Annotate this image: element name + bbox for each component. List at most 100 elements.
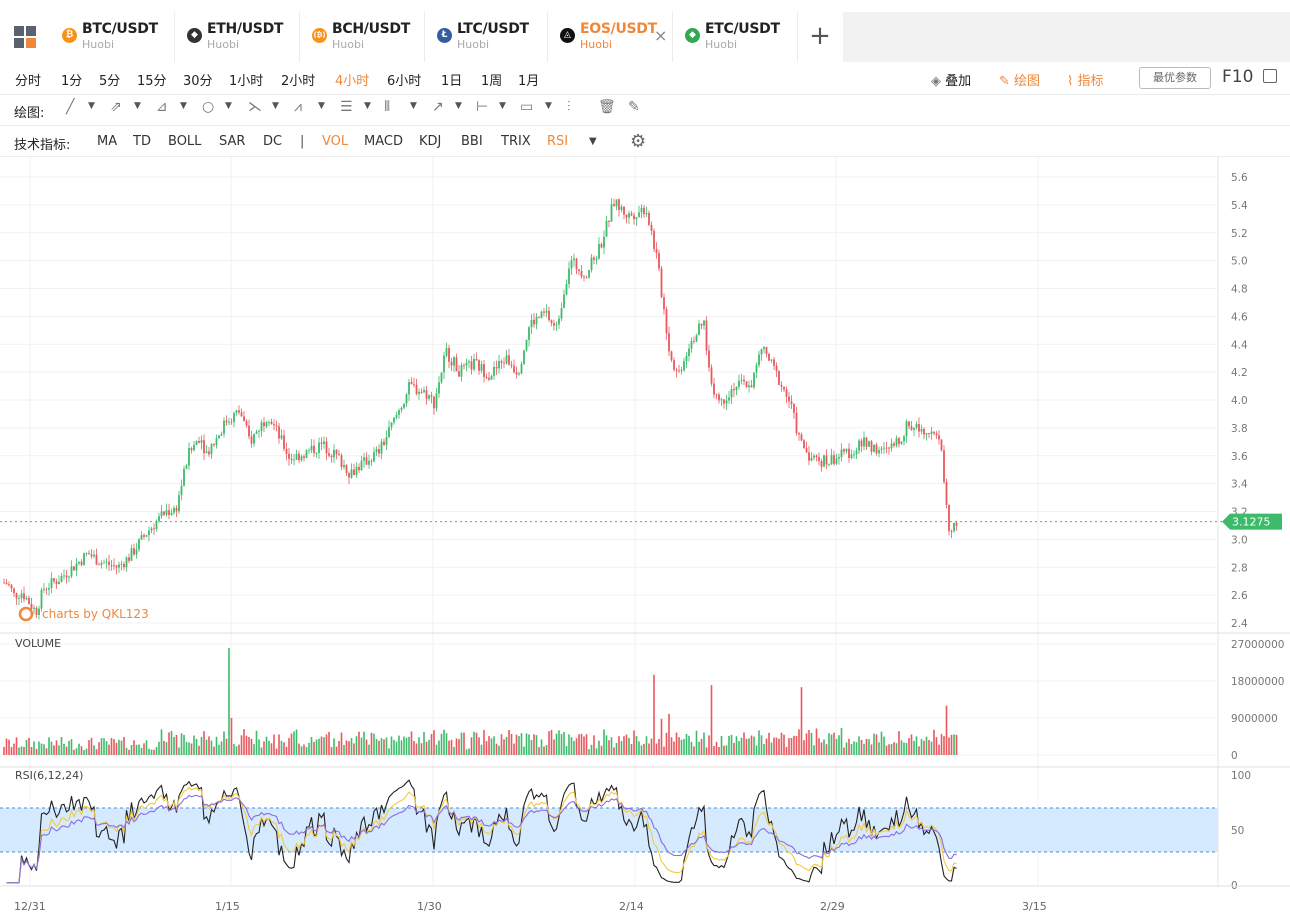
chevron-down-icon[interactable]: ▼ [410,101,417,111]
candle-body [440,372,443,383]
candle-body [583,276,585,278]
show-hide-drawings-icon[interactable]: ⫶ [567,99,571,115]
close-icon[interactable]: × [654,26,668,45]
indicator-sar[interactable]: SAR [219,134,246,149]
trash-icon[interactable]: 🗑 [598,99,616,115]
candle-body [410,382,413,385]
wave-tool-icon[interactable]: ⋋ [248,99,262,115]
pencil-icon[interactable]: ✎ [628,99,640,115]
indicator-macd[interactable]: MACD [364,134,403,149]
chevron-down-icon[interactable]: ▼ [589,136,597,147]
candle-body [58,581,60,585]
chevron-down-icon[interactable]: ▼ [88,101,95,111]
chevron-down-icon[interactable]: ▼ [134,101,141,111]
period-4[interactable]: 30分 [183,74,213,89]
chevron-down-icon[interactable]: ▼ [225,101,232,111]
indicator-vol[interactable]: VOL [322,134,349,149]
gear-icon[interactable]: ⚙ [630,131,647,152]
tab-bch-usdt[interactable]: (₿) BCH/USDT Huobi [300,12,425,62]
volume-bar [340,732,343,755]
volume-bar [683,739,685,755]
ray-tool-icon[interactable]: ⇗ [110,99,122,115]
indicator-rsi[interactable]: RSI [547,134,569,149]
volume-bar [833,732,835,755]
volume-bar [85,748,88,755]
indicator-kdj[interactable]: KDJ [419,134,442,149]
candle-body [430,395,433,397]
indicator-dc[interactable]: DC [263,134,283,149]
volume-bar [580,733,583,755]
indicator-td[interactable]: TD [133,134,151,149]
candle-body [123,563,125,568]
arrow-tool-icon[interactable]: ↗ [432,99,444,115]
candle-body [933,431,935,434]
period-10[interactable]: 1周 [481,74,503,89]
candle-body [715,394,718,396]
price-tick-label: 3.0 [1231,534,1248,546]
grid-menu-icon[interactable] [14,26,36,48]
chevron-down-icon[interactable]: ▼ [499,101,506,111]
fibonacci-tool-icon[interactable]: ☰ [340,99,353,115]
volume-bar [55,740,58,755]
tab-ltc-usdt[interactable]: Ł LTC/USDT Huobi [425,12,548,62]
measure-tool-icon[interactable]: ⊢ [476,99,489,115]
volume-bar [608,740,610,755]
volume-bar [88,740,90,755]
chevron-down-icon[interactable]: ▼ [318,101,325,111]
period-11[interactable]: 1月 [518,74,540,89]
optimal-params-button[interactable]: 最优参数 [1139,67,1211,89]
chevron-down-icon[interactable]: ▼ [272,101,279,111]
period-5[interactable]: 1小时 [229,74,264,89]
period-1[interactable]: 1分 [61,74,83,89]
trend-line-tool-icon[interactable]: ╱ [66,99,75,115]
tab-eos-usdt[interactable]: ◬ EOS/USDT Huobi × [548,12,673,62]
candle-body [10,584,13,589]
add-tab-button[interactable]: + [798,12,842,62]
price-chart[interactable]: 5.65.45.25.04.84.64.44.24.03.83.63.43.23… [0,157,1290,923]
volume-bar [510,734,513,755]
volume-bar [943,736,945,755]
comment-tool-icon[interactable]: ▭ [520,99,534,115]
fullscreen-icon[interactable] [1263,69,1277,83]
volume-bar [825,744,828,755]
period-9[interactable]: 1日 [441,74,463,89]
volume-bar [603,729,605,755]
pattern-tool-icon[interactable]: ⩘ [294,99,302,115]
candle-body [498,361,500,369]
channel-tool-icon[interactable]: ⊿ [156,99,168,115]
candle-body [703,320,705,326]
draw-button[interactable]: ✎ 绘图 [999,70,1040,89]
f10-button[interactable]: F10 [1222,67,1254,87]
candle-body [18,598,20,599]
chevron-down-icon[interactable]: ▼ [455,101,462,111]
candle-body [170,512,173,515]
candle-body [383,441,385,445]
bitcoin-cash-icon: (₿) [312,28,327,43]
indicator-trix[interactable]: TRIX [501,134,531,149]
tab-eth-usdt[interactable]: ◆ ETH/USDT Huobi [175,12,300,62]
candle-body [760,349,763,355]
tab-btc-usdt[interactable]: ₿ BTC/USDT Huobi [50,12,175,62]
period-8[interactable]: 6小时 [387,74,422,89]
overlay-button[interactable]: ◈ 叠加 [931,70,971,89]
volume-bar [483,729,485,755]
period-0[interactable]: 分时 [15,74,42,89]
indicator-ma[interactable]: MA [97,134,118,149]
chevron-down-icon[interactable]: ▼ [545,101,552,111]
period-3[interactable]: 15分 [137,74,167,89]
chevron-down-icon[interactable]: ▼ [180,101,187,111]
period-2[interactable]: 5分 [99,74,121,89]
period-7[interactable]: 4小时 [335,74,370,89]
volume-bar [640,745,643,755]
indicator-button[interactable]: ⌇ 指标 [1067,70,1104,89]
gann-tool-icon[interactable]: ⦀ [384,99,391,115]
period-6[interactable]: 2小时 [281,74,316,89]
candle-body [198,441,200,443]
circle-tool-icon[interactable]: ○ [202,99,215,115]
candle-body [575,258,578,270]
tab-etc-usdt[interactable]: ◆ ETC/USDT Huobi [673,12,798,62]
chevron-down-icon[interactable]: ▼ [364,101,371,111]
indicator-boll[interactable]: BOLL [168,134,202,149]
candle-body [28,598,30,604]
indicator-bbi[interactable]: BBI [461,134,483,149]
